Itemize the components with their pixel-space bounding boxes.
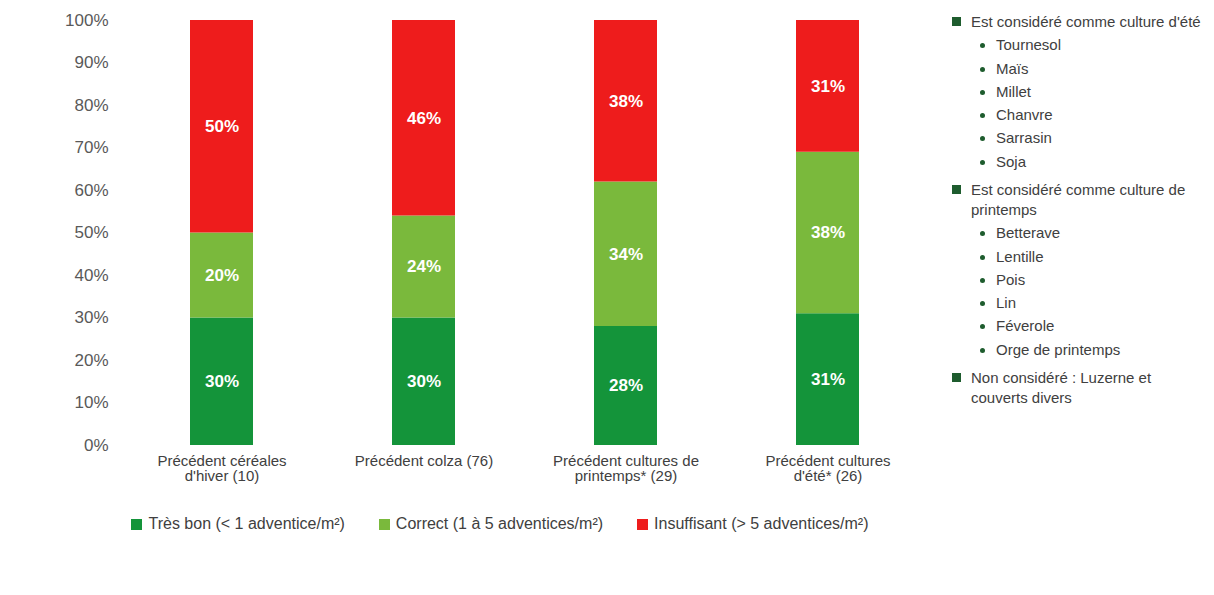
svg-text:80%: 80%: [74, 96, 108, 115]
svg-text:31%: 31%: [811, 77, 845, 96]
svg-text:30%: 30%: [407, 372, 441, 391]
html-text:Soja: Soja: [996, 152, 1026, 170]
html-text:Lentille: Lentille: [996, 247, 1044, 265]
html-text:Betterave: Betterave: [996, 224, 1061, 242]
svg-text:28%: 28%: [609, 376, 643, 395]
svg-text:90%: 90%: [74, 53, 108, 72]
svg-text:50%: 50%: [205, 117, 239, 136]
svg-text:40%: 40%: [74, 266, 108, 285]
html-text:Est considéré comme culture d': Est considéré comme culture d'été: [971, 13, 1201, 30]
svg-text:30%: 30%: [74, 308, 108, 327]
svg-text:31%: 31%: [811, 370, 845, 389]
svg-text:10%: 10%: [74, 393, 108, 412]
svg-text:Précédent céréalesd'hiver (10): Précédent céréalesd'hiver (10): [157, 452, 286, 484]
svg-text:0%: 0%: [84, 436, 109, 455]
svg-text:30%: 30%: [205, 372, 239, 391]
html-text:Pois: Pois: [996, 270, 1026, 288]
svg-text:Précédent cultures deprintemps: Précédent cultures deprintemps* (29): [553, 452, 699, 484]
svg-text:46%: 46%: [407, 109, 441, 128]
html-text:Très bon (< 1 adventice/m²): Très bon (< 1 adventice/m²): [148, 515, 345, 532]
html-text:Chanvre: Chanvre: [996, 106, 1053, 123]
html-text:Millet: Millet: [996, 82, 1031, 100]
html-text:Lin: Lin: [996, 294, 1016, 311]
svg-text:24%: 24%: [407, 257, 441, 276]
svg-text:100%: 100%: [65, 11, 108, 30]
html-text:Orge de printemps: Orge de printemps: [996, 340, 1121, 358]
svg-text:20%: 20%: [205, 266, 239, 285]
svg-text:60%: 60%: [74, 181, 108, 200]
svg-text:Précédent colza (76): Précédent colza (76): [355, 452, 493, 469]
svg-text:38%: 38%: [609, 92, 643, 111]
html-text:Sarrasin: Sarrasin: [996, 129, 1052, 147]
svg-text:50%: 50%: [74, 223, 108, 242]
html-text:Féverole: Féverole: [996, 317, 1055, 335]
svg-text:34%: 34%: [609, 245, 643, 264]
svg-text:Précédent culturesd'été* (26): Précédent culturesd'été* (26): [765, 452, 890, 484]
svg-text:38%: 38%: [811, 223, 845, 242]
svg-text:70%: 70%: [74, 138, 108, 157]
html-text:Est considéré comme culture de: Est considéré comme culture de printemps: [971, 180, 1186, 218]
html-text:Tournesol: Tournesol: [996, 36, 1061, 54]
html-text:Correct (1 à 5 adventices/m²): Correct (1 à 5 adventices/m²): [395, 515, 603, 532]
html-text:Non considéré : Luzerne et cou: Non considéré : Luzerne et couverts dive…: [971, 368, 1152, 406]
html-text:Insuffisant (> 5 adventices/m²: Insuffisant (> 5 adventices/m²): [654, 515, 869, 532]
svg-text:20%: 20%: [74, 351, 108, 370]
html-text:Maïs: Maïs: [996, 59, 1029, 77]
